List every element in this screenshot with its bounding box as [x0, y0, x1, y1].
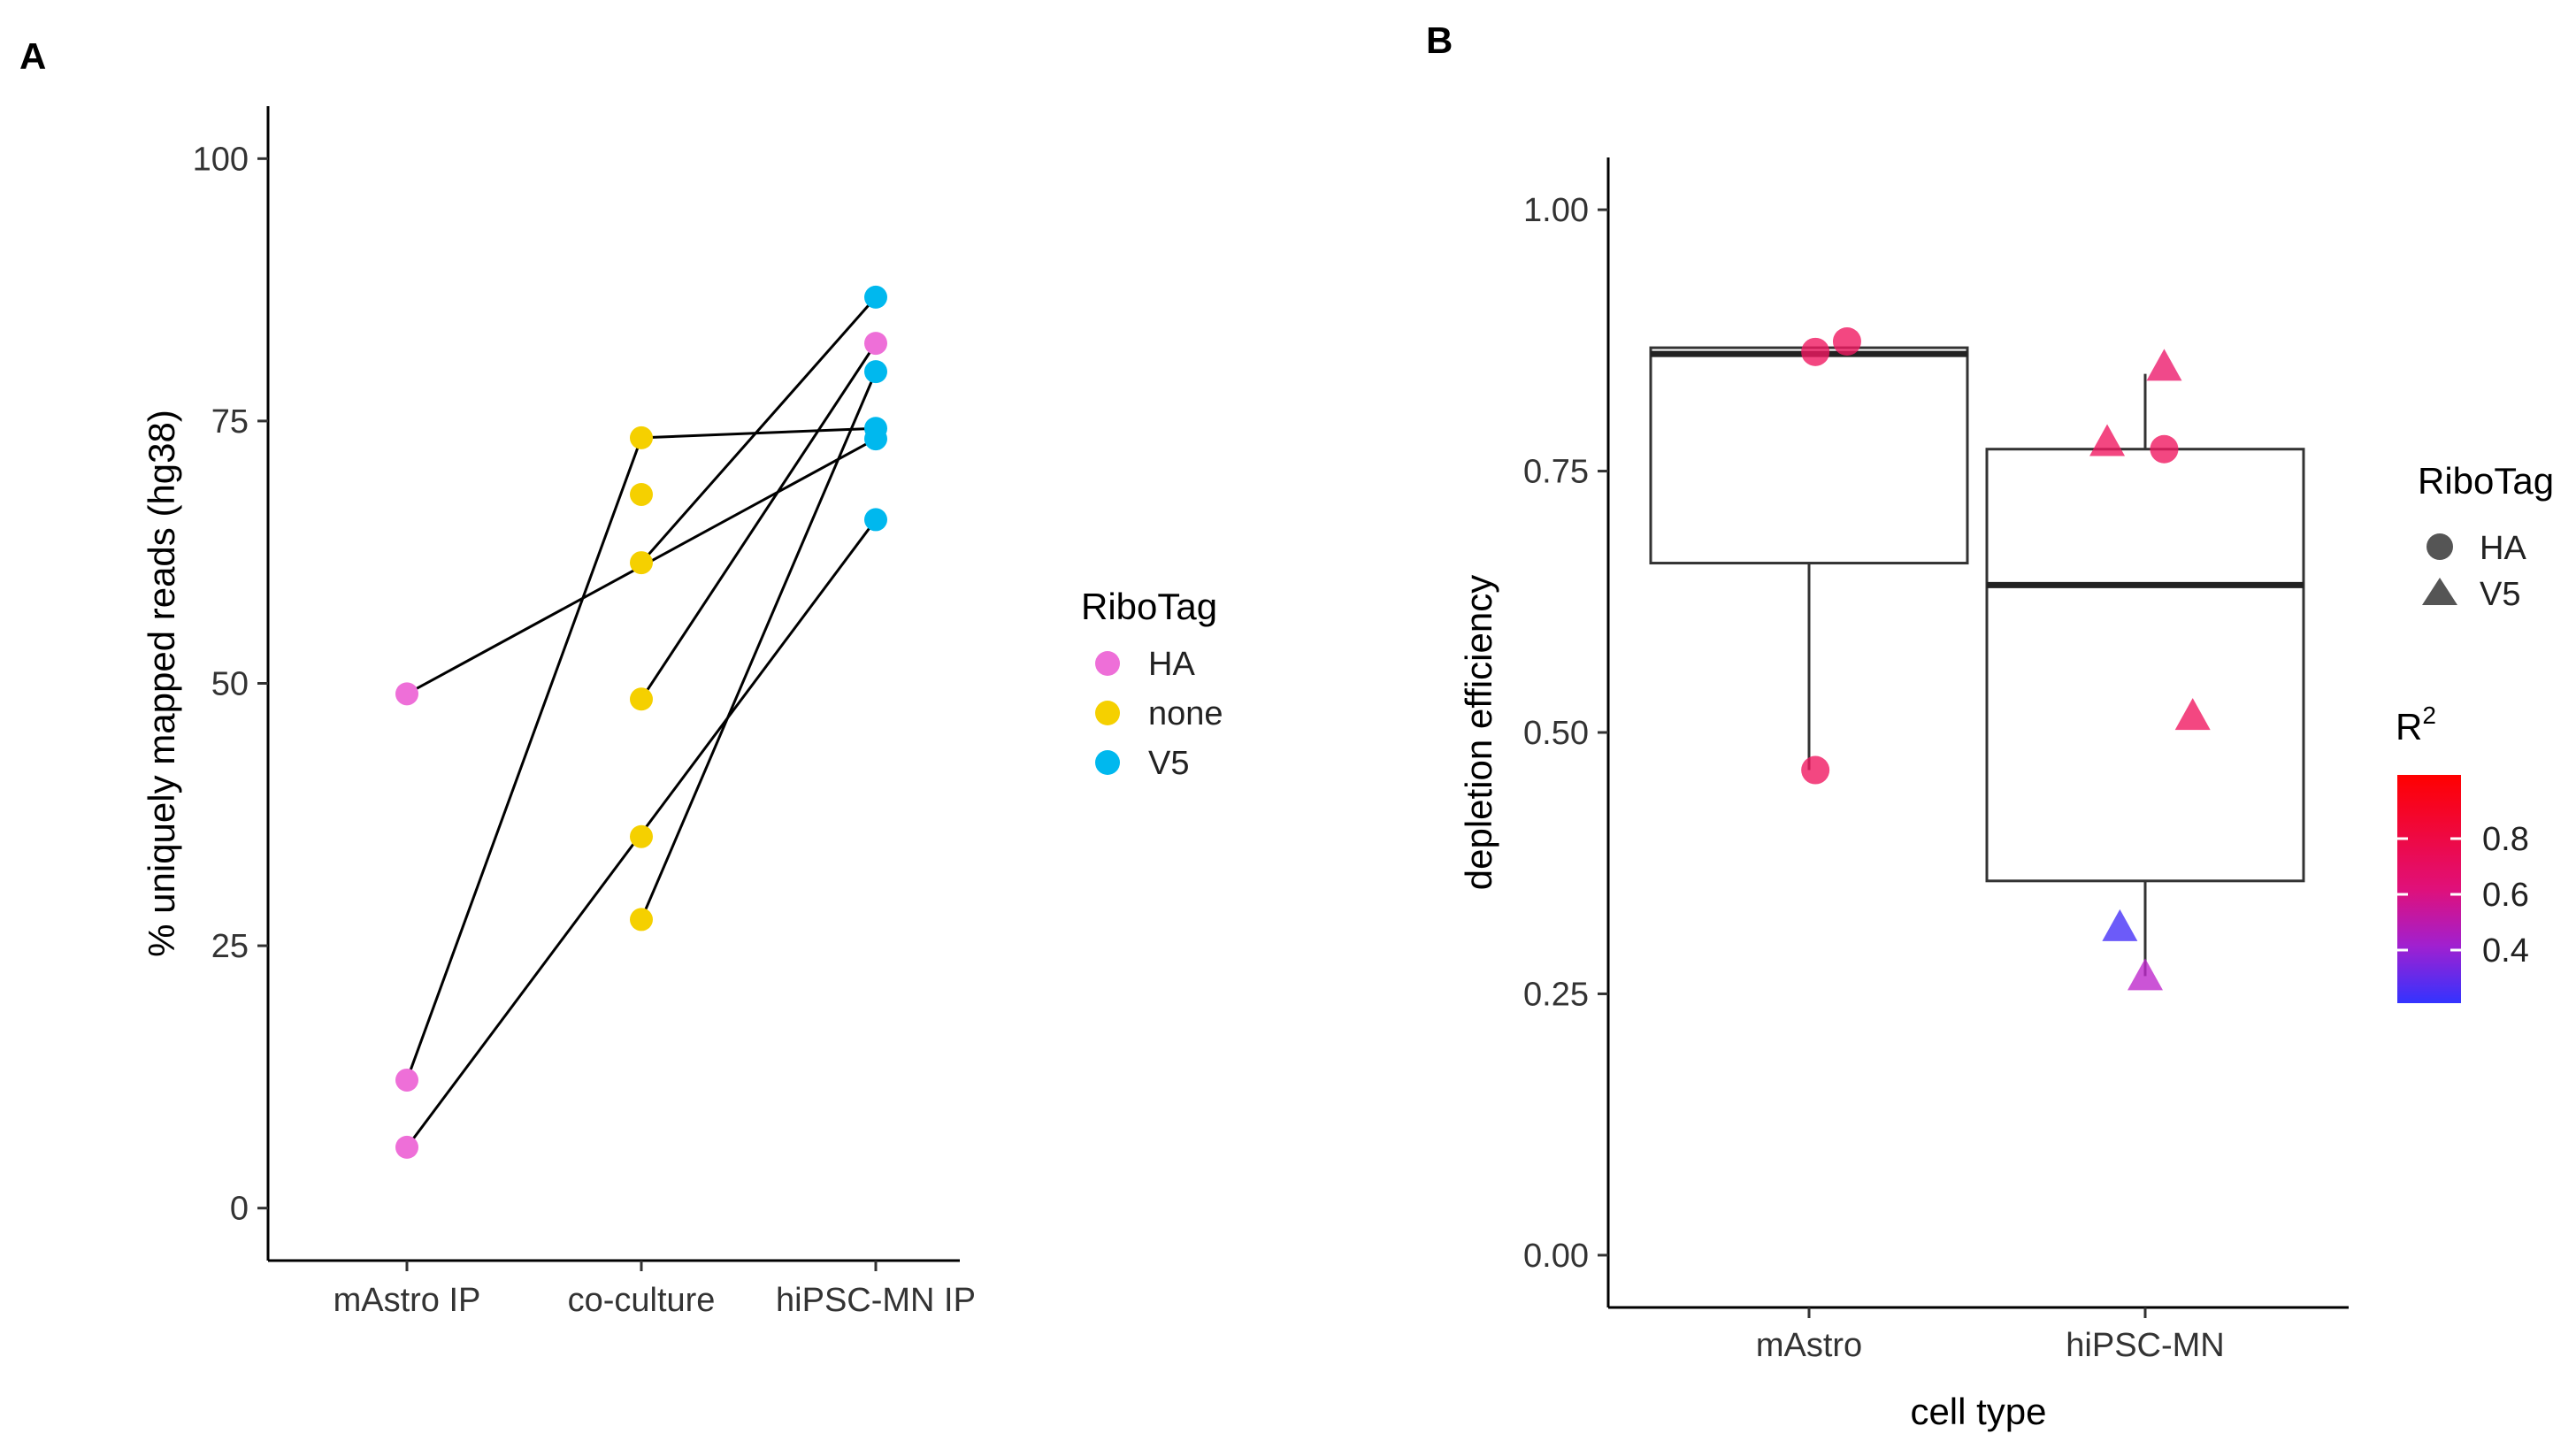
- panel-a-point-none: [630, 482, 653, 506]
- panel-b-point-circle: [2150, 434, 2179, 464]
- panel-b-point-circle: [1801, 337, 1830, 366]
- panel-b-x-tick-label: hiPSC-MN: [2066, 1327, 2224, 1364]
- panel-a-point-none: [630, 824, 653, 848]
- legend-b-circle-icon: [2426, 533, 2453, 560]
- legend-a-title: RiboTag: [1081, 586, 1217, 627]
- panel-a-label: A: [19, 35, 46, 77]
- panel-b-color-legend: R2 0.8 0.6 0.4: [2396, 702, 2529, 1003]
- panel-a-y-tick-label: 50: [211, 666, 249, 703]
- panel-b-x-tick-label: mAstro: [1756, 1327, 1862, 1364]
- legend-b-label-ha: HA: [2480, 530, 2526, 567]
- panel-a-connector-line: [640, 342, 878, 701]
- r2-colorbar: [2397, 775, 2461, 1003]
- panel-b-point-circle: [1801, 755, 1830, 785]
- panel-b-y-axis-title: depletion efficiency: [1458, 575, 1499, 890]
- panel-b-point-circle: [1832, 327, 1861, 356]
- panel-b-point-triangle: [2174, 698, 2211, 731]
- panel-b-box: [1649, 346, 1969, 565]
- panel-b-y-tick-label: 0.75: [1523, 454, 1589, 491]
- r2-tick-0-4: 0.4: [2482, 932, 2529, 970]
- panel-a-point-v5: [864, 427, 887, 451]
- panel-a-y-tick-label: 75: [211, 403, 249, 441]
- legend-a-swatch-ha: [1095, 651, 1120, 676]
- panel-b-point-triangle: [2102, 908, 2138, 941]
- legend-b-shape-title: RiboTag: [2418, 460, 2554, 502]
- panel-a-point-ha: [395, 682, 418, 706]
- panel-a-y-axis-title: % uniquely mapped reads (hg38): [141, 410, 182, 957]
- r2-tick-0-8: 0.8: [2482, 821, 2529, 858]
- legend-b-label-v5: V5: [2480, 576, 2520, 613]
- panel-a-point-v5: [864, 508, 887, 532]
- panel-b-label: B: [1426, 19, 1453, 61]
- panel-b-x-axis-title: cell type: [1910, 1391, 2046, 1432]
- legend-a-label-none: none: [1148, 695, 1223, 732]
- panel-b-point-triangle: [2146, 349, 2182, 381]
- panel-a-connector-line: [640, 295, 878, 564]
- panel-a-point-none: [630, 551, 653, 575]
- panel-a-connector-line: [640, 371, 878, 921]
- legend-r2-title: R2: [2396, 702, 2436, 748]
- panel-b-y-tick-label: 0.25: [1523, 976, 1589, 1013]
- legend-a-swatch-none: [1095, 701, 1120, 725]
- legend-b-triangle-icon: [2422, 578, 2457, 605]
- panel-b-plot: 0.00 0.25 0.50 0.75 1.00 mAstro hiPSC-MN cell t…: [1458, 157, 2349, 1432]
- panel-a-x-tick-label: hiPSC-MN IP: [776, 1282, 976, 1319]
- panel-b-point-triangle: [2089, 424, 2126, 456]
- panel-a-y-tick-label: 100: [193, 141, 249, 178]
- panel-a-y-tick-label: 25: [211, 928, 249, 965]
- legend-a-label-v5: V5: [1148, 745, 1189, 782]
- panel-a-point-v5: [864, 360, 887, 384]
- panel-a-connector-line: [640, 426, 877, 440]
- panel-b-y-tick-label: 0.50: [1523, 715, 1589, 752]
- panel-a-point-v5: [864, 285, 887, 309]
- panel-b-shape-legend: RiboTag HA V5: [2418, 460, 2554, 613]
- panel-a-plot: 0 25 50 75 100 mAstro IP co-culture hiPSC-MN IP…: [141, 106, 976, 1319]
- panel-a-connector-line: [405, 437, 643, 1081]
- legend-a-label-ha: HA: [1148, 646, 1195, 683]
- panel-b-point-triangle: [2128, 958, 2163, 991]
- panel-a-legend: RiboTag HA none V5: [1081, 586, 1223, 782]
- panel-a-point-none: [630, 687, 653, 711]
- r2-tick-0-6: 0.6: [2482, 877, 2529, 914]
- panel-a-point-none: [630, 908, 653, 932]
- panel-a-y-tick-label: 0: [230, 1191, 249, 1228]
- panel-b-box: [1985, 448, 2305, 883]
- panel-b-y-tick-label: 1.00: [1523, 192, 1589, 229]
- panel-a-point-none: [630, 426, 653, 449]
- panel-a-x-tick-label: co-culture: [568, 1282, 716, 1319]
- panel-a-point-ha: [395, 1068, 418, 1092]
- panel-a-point-ha: [395, 1135, 418, 1159]
- panel-a-point-ha: [864, 332, 887, 356]
- panel-a-x-tick-label: mAstro IP: [334, 1282, 481, 1319]
- legend-a-swatch-v5: [1095, 750, 1120, 775]
- panel-b-y-tick-label: 0.00: [1523, 1238, 1589, 1275]
